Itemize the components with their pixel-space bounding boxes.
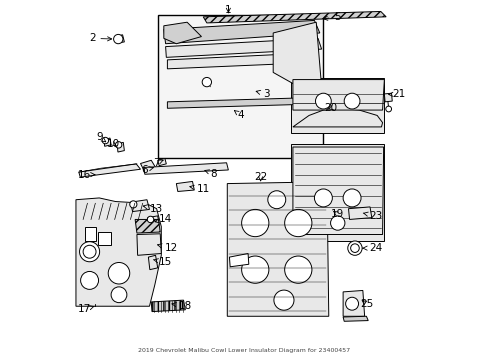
Polygon shape: [79, 164, 140, 177]
Polygon shape: [135, 220, 160, 233]
Polygon shape: [290, 78, 384, 134]
Polygon shape: [137, 234, 161, 255]
Circle shape: [345, 297, 358, 310]
Polygon shape: [147, 216, 159, 226]
Polygon shape: [203, 12, 386, 23]
Polygon shape: [117, 142, 124, 152]
Circle shape: [314, 189, 332, 207]
Polygon shape: [384, 93, 391, 102]
Circle shape: [102, 137, 108, 144]
Text: 2: 2: [89, 33, 111, 43]
Circle shape: [202, 77, 211, 87]
Circle shape: [350, 244, 359, 252]
Text: 22: 22: [253, 172, 267, 182]
Text: 2019 Chevrolet Malibu Cowl Lower Insulator Diagram for 23400457: 2019 Chevrolet Malibu Cowl Lower Insulat…: [138, 348, 350, 353]
Text: 17: 17: [78, 304, 94, 314]
Text: 8: 8: [204, 168, 217, 179]
Polygon shape: [167, 98, 316, 108]
Polygon shape: [292, 108, 382, 127]
Polygon shape: [130, 200, 149, 212]
Text: 13: 13: [143, 204, 163, 214]
Polygon shape: [343, 316, 367, 321]
Circle shape: [83, 245, 96, 258]
Text: 11: 11: [189, 184, 209, 194]
Polygon shape: [348, 207, 371, 220]
Text: 9: 9: [96, 132, 105, 142]
Text: 10: 10: [107, 139, 120, 149]
Circle shape: [273, 290, 293, 310]
Circle shape: [347, 241, 362, 255]
Circle shape: [267, 191, 285, 209]
Text: 3: 3: [256, 89, 269, 99]
Circle shape: [80, 242, 100, 262]
Polygon shape: [98, 232, 111, 244]
Text: 1: 1: [224, 5, 231, 15]
Polygon shape: [163, 22, 201, 44]
Text: 12: 12: [157, 243, 177, 253]
Circle shape: [284, 210, 311, 237]
Text: 15: 15: [153, 257, 172, 267]
Circle shape: [111, 287, 126, 303]
Polygon shape: [76, 198, 161, 306]
Circle shape: [385, 106, 391, 112]
Polygon shape: [227, 182, 328, 316]
Text: 19: 19: [330, 209, 344, 219]
Circle shape: [241, 256, 268, 283]
Text: 16: 16: [78, 170, 95, 180]
Text: 14: 14: [155, 215, 172, 224]
Polygon shape: [116, 35, 124, 43]
Polygon shape: [176, 181, 194, 192]
Circle shape: [115, 141, 122, 148]
Circle shape: [330, 216, 344, 230]
Text: 7: 7: [153, 158, 163, 168]
Polygon shape: [292, 80, 384, 110]
Text: 23: 23: [363, 211, 381, 221]
Polygon shape: [158, 158, 166, 166]
Circle shape: [108, 262, 129, 284]
Circle shape: [113, 35, 122, 44]
Text: 5: 5: [323, 12, 340, 22]
Circle shape: [284, 256, 311, 283]
Polygon shape: [165, 39, 321, 57]
Polygon shape: [343, 291, 364, 316]
Polygon shape: [292, 147, 383, 234]
Polygon shape: [151, 300, 185, 312]
Text: 6: 6: [141, 165, 153, 175]
Circle shape: [129, 201, 137, 208]
Polygon shape: [140, 160, 158, 174]
Polygon shape: [144, 163, 228, 174]
Text: 25: 25: [359, 299, 372, 309]
Polygon shape: [85, 226, 96, 241]
Circle shape: [315, 93, 330, 109]
Text: 24: 24: [362, 243, 381, 253]
Polygon shape: [104, 138, 111, 146]
Circle shape: [343, 189, 360, 207]
Polygon shape: [167, 53, 317, 69]
Bar: [158, 15, 323, 158]
Circle shape: [81, 271, 99, 289]
Circle shape: [344, 93, 359, 109]
Polygon shape: [148, 255, 158, 270]
Polygon shape: [229, 253, 248, 267]
Polygon shape: [290, 144, 384, 241]
Circle shape: [147, 216, 153, 223]
Polygon shape: [163, 21, 319, 44]
Text: 18: 18: [172, 301, 192, 311]
Polygon shape: [273, 22, 321, 89]
Circle shape: [241, 210, 268, 237]
Text: 20: 20: [324, 103, 336, 113]
Text: 4: 4: [234, 111, 244, 121]
Text: 21: 21: [388, 89, 405, 99]
